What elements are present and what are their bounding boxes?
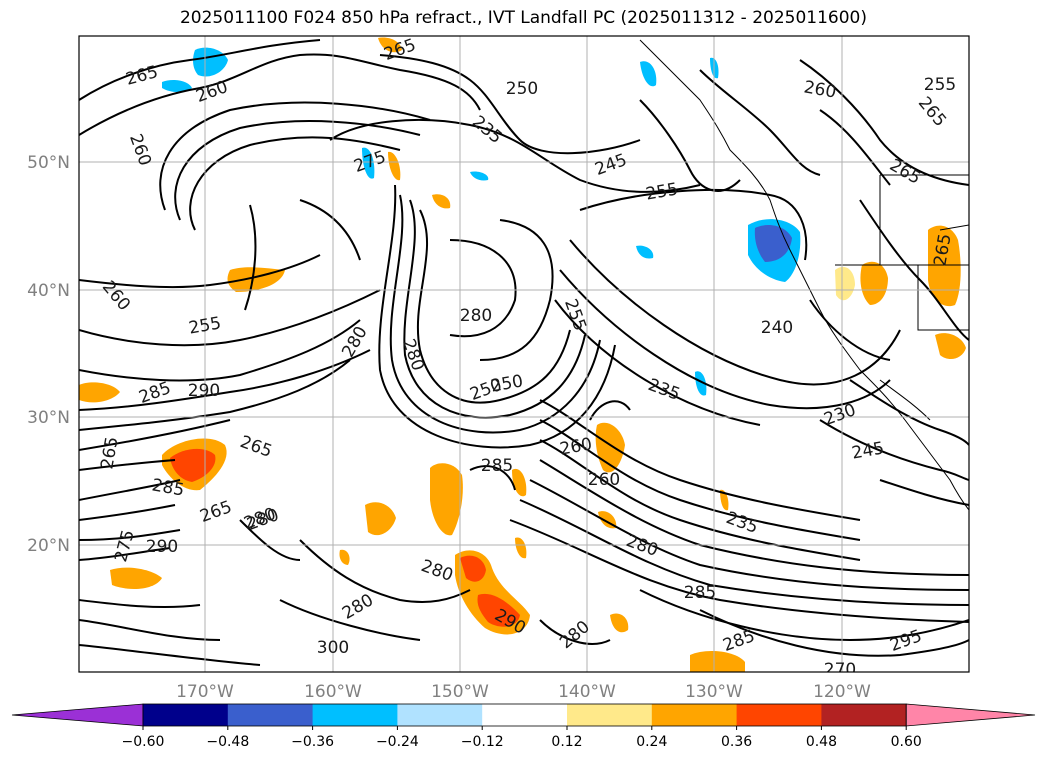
- colorbar-extend-min: [11, 703, 144, 727]
- colorbar-tick-label: 0.36: [721, 734, 752, 750]
- colorbar-segment: [821, 704, 907, 726]
- colorbar-tick-label: 0.12: [551, 734, 582, 750]
- lat-label-40n: 40°N: [27, 281, 70, 301]
- colorbar-tick-label: −0.36: [291, 734, 334, 750]
- colorbar-tick-label: −0.12: [461, 734, 504, 750]
- contour-label: 285: [481, 456, 513, 476]
- contour-label: 240: [761, 318, 793, 338]
- contour-label: 270: [824, 660, 856, 680]
- colorbar-tick-label: −0.60: [122, 734, 165, 750]
- colorbar-frame: [142, 703, 907, 727]
- contour-label: 290: [146, 537, 178, 557]
- lat-label-50n: 50°N: [27, 153, 70, 173]
- lon-label-120w: 120°W: [813, 682, 871, 702]
- lon-label-130w: 130°W: [685, 682, 743, 702]
- colorbar-segment: [397, 704, 483, 726]
- map-title: 2025011100 F024 850 hPa refract., IVT La…: [179, 8, 867, 28]
- lon-label-170w: 170°W: [176, 682, 234, 702]
- contour-lines: [79, 39, 969, 666]
- colorbar-segment: [651, 704, 738, 726]
- graticule: [79, 36, 969, 672]
- colorbar-extend-max: [905, 703, 1036, 727]
- colorbar-tick-label: 0.24: [636, 734, 667, 750]
- colorbar: −0.60 −0.48 −0.36 −0.24 −0.12 0.12 0.24 0.36 0.4…: [11, 703, 1036, 750]
- colorbar-tick-label: 0.48: [806, 734, 837, 750]
- contour-label: 290: [188, 381, 220, 401]
- colorbar-segment: [482, 704, 568, 726]
- longitude-labels: 170°W 160°W 150°W 140°W 130°W 120°W: [176, 682, 871, 702]
- contour-label: 280: [460, 306, 492, 326]
- map-frame: [78, 35, 970, 673]
- colorbar-segment: [312, 704, 398, 726]
- latitude-labels: 50°N 40°N 30°N 20°N: [27, 153, 70, 556]
- colorbar-tick-label: −0.48: [206, 734, 249, 750]
- contour-label: 260: [588, 470, 620, 490]
- coastlines: [639, 39, 969, 511]
- colorbar-segment: [143, 704, 229, 726]
- contour-label: 250: [506, 79, 538, 99]
- colorbar-segment: [567, 704, 653, 726]
- colorbar-tick-label: −0.24: [376, 734, 419, 750]
- lat-label-20n: 20°N: [27, 536, 70, 556]
- lon-label-140w: 140°W: [558, 682, 616, 702]
- colorbar-segment: [736, 704, 822, 726]
- contour-label: 300: [317, 638, 349, 658]
- lat-label-30n: 30°N: [27, 408, 70, 428]
- lon-label-160w: 160°W: [304, 682, 362, 702]
- contour-label: 285: [684, 583, 716, 603]
- lon-label-150w: 150°W: [431, 682, 489, 702]
- colorbar-tick-label: 0.60: [891, 734, 922, 750]
- contour-label: 255: [924, 75, 956, 95]
- colorbar-segment: [227, 704, 314, 726]
